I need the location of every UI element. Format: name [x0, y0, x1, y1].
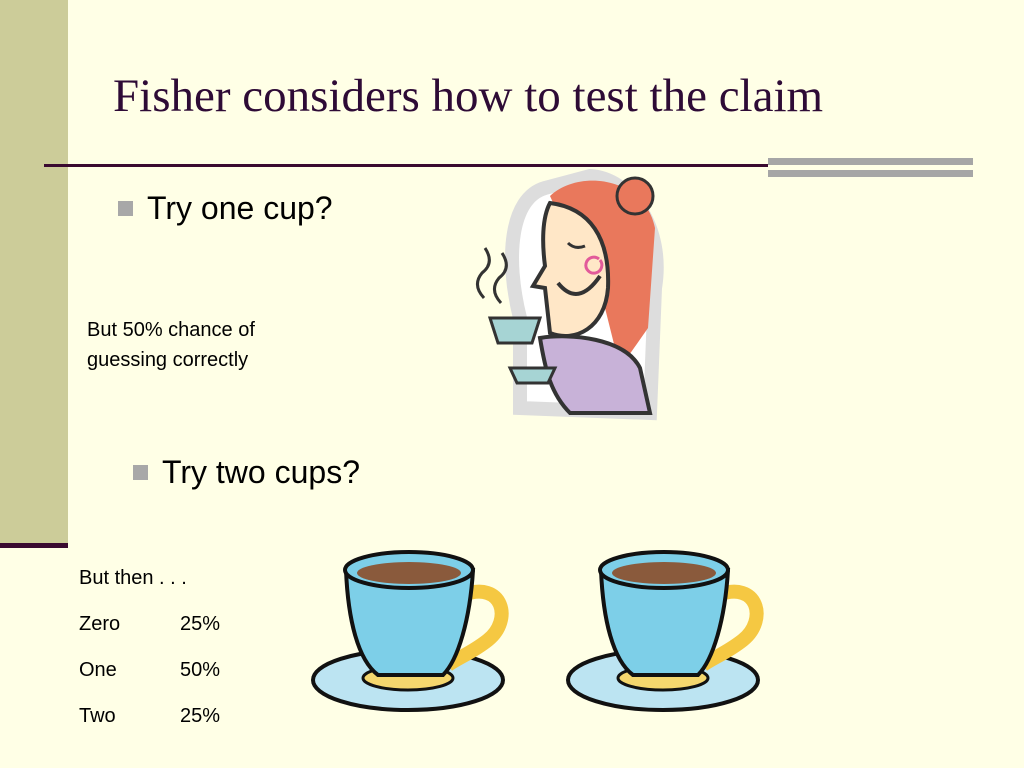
bullet-text: Try one cup?	[147, 190, 333, 226]
row-label: Two	[79, 704, 116, 727]
row-label: Zero	[79, 612, 121, 635]
bullet-try-two-cups: Try two cups?	[133, 454, 360, 491]
table-header: But then . . .	[79, 566, 187, 589]
teacup-image	[311, 550, 509, 712]
woman-sipping-tea-image	[476, 168, 664, 421]
left-accent-bar	[0, 0, 68, 545]
row-value: 25%	[180, 704, 221, 727]
title-divider-accent-lower	[768, 170, 973, 177]
bullet-text: Try two cups?	[162, 454, 360, 490]
note-line: guessing correctly	[87, 349, 249, 371]
bullet-square-icon	[133, 465, 148, 480]
row-value: 25%	[180, 612, 221, 635]
probability-table: But then . . . Zero 25% One 50% Two 25%	[79, 555, 220, 739]
table-row: One 50%	[79, 647, 220, 693]
title-divider	[44, 164, 768, 167]
row-label: One	[79, 658, 117, 681]
bullet-try-one-cup: Try one cup?	[118, 190, 333, 227]
slide-title: Fisher considers how to test the claim	[113, 70, 824, 122]
bullet-square-icon	[118, 201, 133, 216]
table-row: Two 25%	[79, 693, 220, 739]
left-accent-line	[0, 543, 68, 548]
table-row: Zero 25%	[79, 601, 220, 647]
teacup-image	[566, 550, 764, 712]
title-divider-accent	[768, 158, 973, 165]
note-line: But 50% chance of	[87, 319, 255, 341]
chance-note: But 50% chance of guessing correctly	[87, 315, 255, 375]
row-value: 50%	[180, 658, 221, 681]
